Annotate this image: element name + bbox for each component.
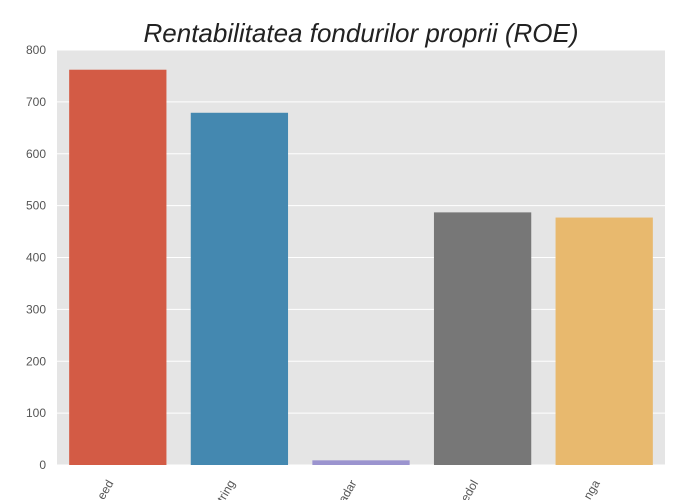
x-tick-label: adar [335,478,359,500]
y-tick-label: 200 [26,354,46,368]
bar [555,217,653,465]
y-tick-label: 700 [26,95,46,109]
bar [190,112,289,466]
x-tick-label: nga [581,477,603,500]
x-tick-label: eed [94,478,116,500]
bar [69,69,167,466]
y-tick-label: 800 [26,43,46,57]
y-axis-tick-labels: 0 100 200 300 400 500 600 700 800 [26,43,46,472]
y-tick-label: 300 [26,302,46,316]
x-tick-label: edol [458,478,481,500]
bar [433,212,532,465]
y-tick-label: 0 [39,458,46,472]
y-tick-label: 400 [26,251,46,265]
bar [312,460,410,465]
chart-title: Rentabilitatea fondurilor proprii (ROE) [144,18,579,48]
bars [69,69,653,466]
y-tick-label: 500 [26,199,46,213]
y-tick-label: 100 [26,406,46,420]
y-tick-label: 600 [26,147,46,161]
x-axis-tick-labels: eed tring adar edol nga [94,477,603,500]
x-tick-label: tring [214,478,238,500]
